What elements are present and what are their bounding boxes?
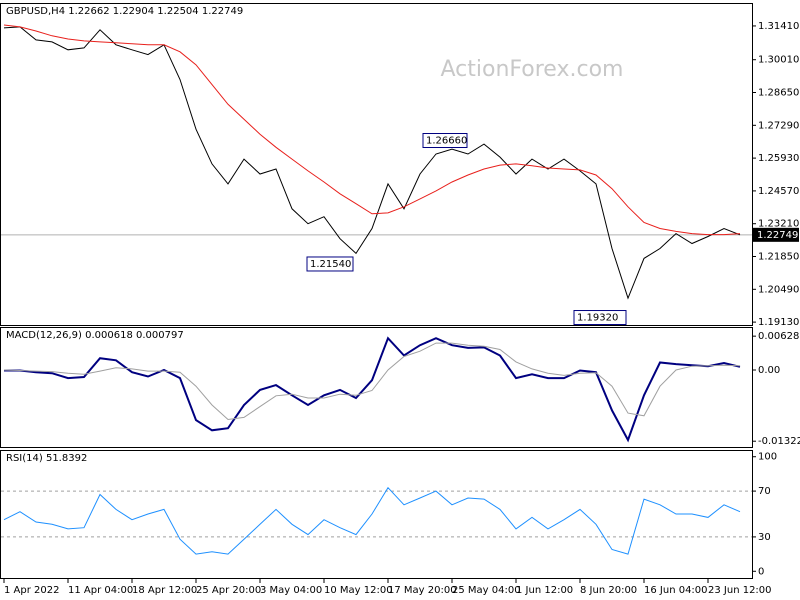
- x-tick-label: 25 Apr 20:00: [196, 585, 261, 596]
- rsi-panel: [0, 450, 753, 579]
- y-tick-label: -0.013223: [758, 436, 800, 447]
- x-tick-label: 16 Jun 04:00: [644, 585, 708, 596]
- y-tick-label: 0: [758, 566, 764, 577]
- annotation-label: 1.19320: [577, 313, 618, 324]
- y-tick-label: 0.00: [758, 365, 780, 376]
- y-tick-label: 1.31410: [758, 21, 799, 32]
- y-tick-label: 1.19130: [758, 317, 799, 328]
- y-tick-label: 1.20490: [758, 284, 799, 295]
- y-tick-label: 1.25930: [758, 153, 799, 164]
- y-tick-label: 1.27290: [758, 120, 799, 131]
- x-tick-label: 10 May 12:00: [324, 585, 393, 596]
- x-tick-label: 1 Jun 12:00: [516, 585, 573, 596]
- annotation-label: 1.21540: [310, 259, 351, 270]
- y-tick-label: 1.28650: [758, 88, 799, 99]
- annotation-label: 1.26660: [426, 136, 467, 147]
- panel-title: GBPUSD,H4 1.22662 1.22904 1.22504 1.2274…: [6, 6, 243, 17]
- y-tick-label: 100: [758, 452, 777, 463]
- series-line: [3, 26, 741, 300]
- annotation-box: [573, 310, 627, 326]
- annotation-box: [422, 133, 468, 149]
- y-tick-label: 1.24570: [758, 186, 799, 197]
- macd-panel: [0, 327, 753, 448]
- x-tick-label: 11 Apr 04:00: [68, 585, 133, 596]
- y-tick-label: 0.006285: [758, 331, 800, 342]
- series-line: [3, 486, 741, 555]
- panel-title: RSI(14) 51.8392: [6, 453, 87, 464]
- current-price-label: 1.22749: [757, 230, 798, 241]
- annotation-box: [306, 256, 354, 272]
- price-panel: [0, 3, 753, 326]
- current-price-box: [753, 227, 799, 242]
- y-tick-label: 30: [758, 532, 771, 543]
- series-line: [3, 24, 741, 236]
- x-tick-label: 18 Apr 12:00: [132, 585, 197, 596]
- x-tick-label: 23 Jun 12:00: [708, 585, 772, 596]
- y-tick-label: 70: [758, 486, 771, 497]
- x-tick-label: 1 Apr 2022: [4, 585, 59, 596]
- y-tick-label: 1.30010: [758, 55, 799, 66]
- y-tick-label: 1.23210: [758, 219, 799, 230]
- y-tick-label: 1.21850: [758, 252, 799, 263]
- watermark: ActionForex.com: [441, 57, 624, 82]
- x-tick-label: 25 May 04:00: [452, 585, 521, 596]
- panel-title: MACD(12,26,9) 0.000618 0.000797: [6, 330, 184, 341]
- x-tick-label: 17 May 20:00: [388, 585, 457, 596]
- x-tick-label: 3 May 04:00: [260, 585, 322, 596]
- x-tick-label: 8 Jun 20:00: [580, 585, 637, 596]
- series-line: [3, 342, 741, 421]
